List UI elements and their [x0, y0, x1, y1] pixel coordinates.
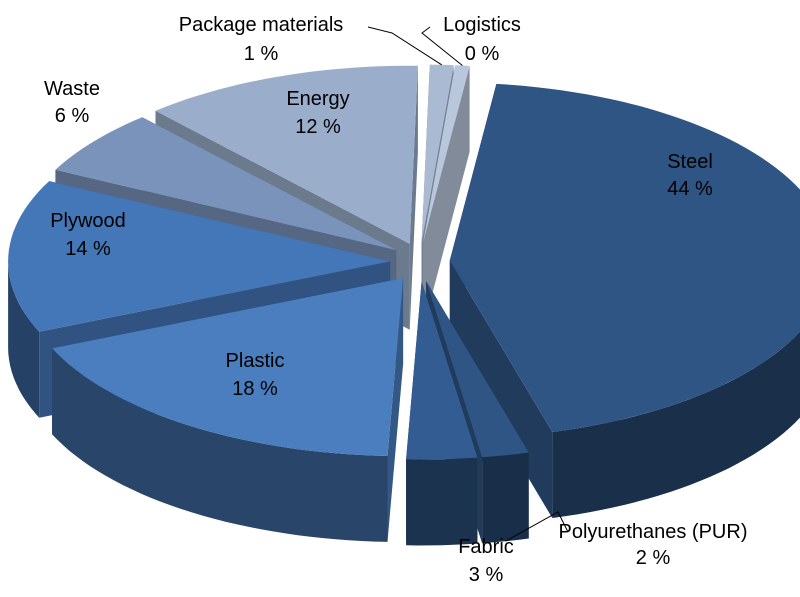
slice-label-polyurethanes: Polyurethanes (PUR) 2 %	[559, 521, 748, 569]
slice-top	[155, 65, 418, 244]
slice-label-plywood: Plywood 14 %	[50, 210, 126, 260]
pie-slice-fabric	[406, 281, 478, 546]
leader-line-logistics	[421, 26, 463, 66]
slice-label-plastic: Plastic 18 %	[226, 350, 285, 400]
slice-top	[423, 65, 470, 243]
slice-label-steel: Steel 44 %	[667, 151, 713, 200]
leader-lines	[367, 26, 569, 542]
slice-outer-wall	[406, 457, 478, 546]
pie-slice-steel	[449, 83, 800, 518]
slice-wall	[423, 65, 470, 329]
slice-outer-wall	[8, 261, 40, 418]
slice-top	[426, 281, 529, 458]
slice-label-package-materials: Package materials 1 %	[179, 14, 344, 65]
slice-outer-wall	[482, 452, 529, 544]
pie-slices	[8, 64, 800, 546]
slice-label-energy: Energy 12 %	[286, 88, 349, 138]
slice-top	[55, 117, 397, 251]
slice-top	[449, 83, 800, 432]
slice-top	[8, 181, 391, 332]
slice-top	[406, 281, 478, 460]
slice-label-fabric: Fabric 3 %	[458, 536, 514, 586]
slice-outer-wall	[52, 348, 388, 542]
leader-line-package-materials	[367, 26, 442, 66]
slice-top	[421, 64, 454, 243]
pie-slice-logistics	[423, 65, 470, 329]
pie-slice-plastic	[52, 278, 404, 542]
slice-outer-wall	[552, 331, 800, 518]
slice-top	[52, 278, 404, 456]
slice-label-logistics: Logistics 0 %	[443, 14, 521, 65]
slice-label-waste: Waste 6 %	[44, 78, 100, 127]
slice-wall	[409, 65, 418, 330]
leader-line-polyurethanes-pur	[505, 511, 569, 542]
